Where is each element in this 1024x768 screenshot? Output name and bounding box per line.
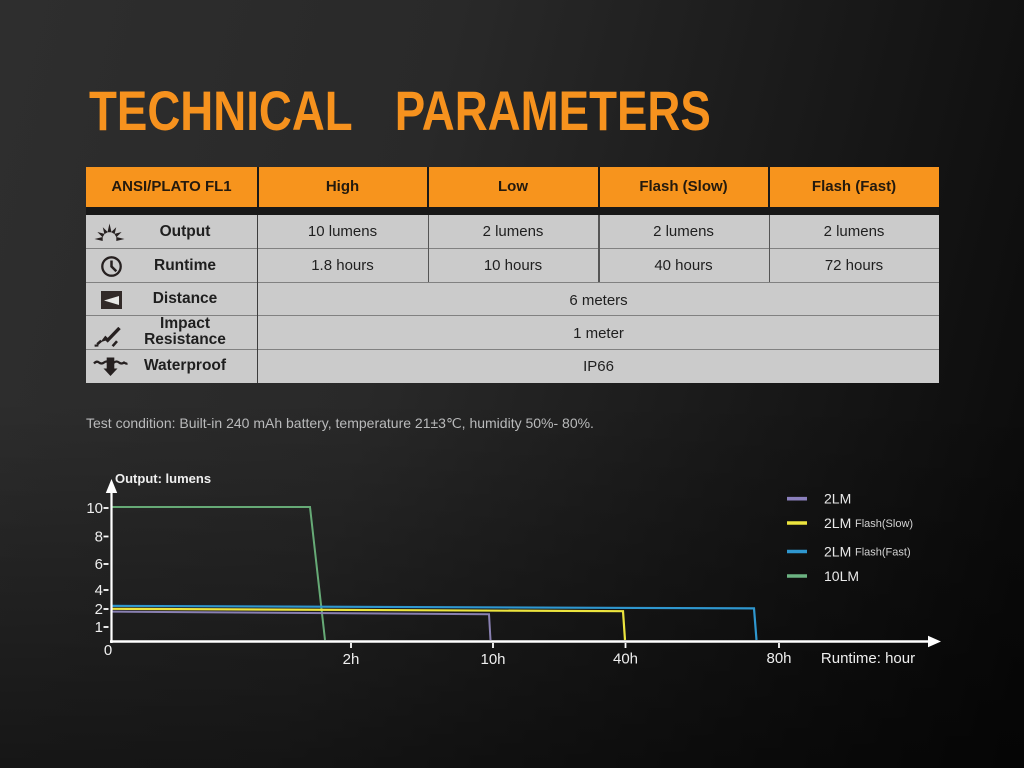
svg-text:2: 2 <box>95 601 103 618</box>
svg-text:8: 8 <box>95 529 103 546</box>
svg-text:10LM: 10LM <box>824 568 859 584</box>
svg-text:80h: 80h <box>766 650 791 667</box>
svg-text:Output: lumens: Output: lumens <box>115 471 211 486</box>
svg-text:10h: 10h <box>480 651 505 668</box>
svg-text:2LM: 2LM <box>824 543 851 559</box>
svg-text:Flash(Fast): Flash(Fast) <box>855 546 911 558</box>
svg-text:Runtime: hour: Runtime: hour <box>821 650 915 667</box>
svg-text:40h: 40h <box>613 651 638 668</box>
svg-text:1: 1 <box>95 619 103 636</box>
svg-text:0: 0 <box>104 642 112 659</box>
svg-text:2LM: 2LM <box>824 515 851 531</box>
svg-text:4: 4 <box>95 582 103 599</box>
svg-text:10: 10 <box>86 500 103 517</box>
svg-text:2LM: 2LM <box>824 491 851 507</box>
svg-text:2h: 2h <box>343 651 360 668</box>
svg-text:Flash(Slow): Flash(Slow) <box>855 518 913 530</box>
svg-text:6: 6 <box>95 556 103 573</box>
